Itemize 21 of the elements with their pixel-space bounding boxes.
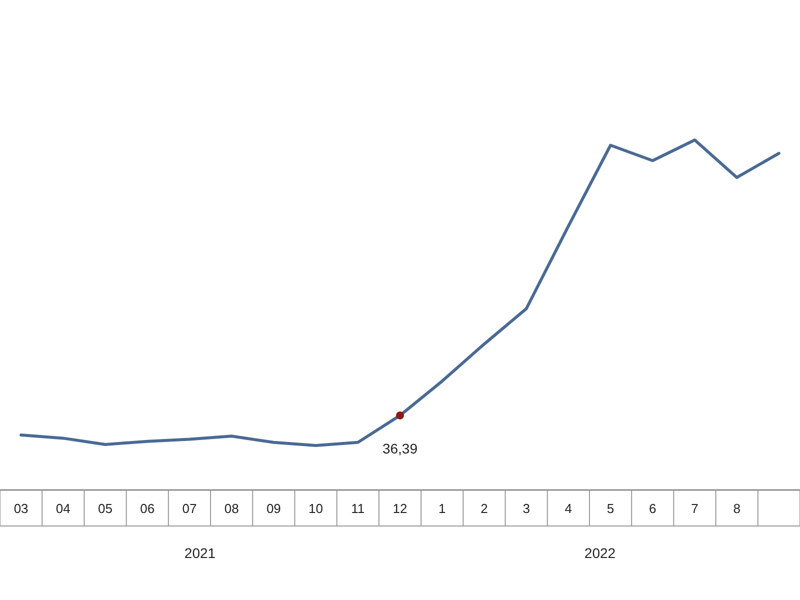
- x-tick-label: 11: [351, 501, 365, 516]
- x-tick-label: 10: [308, 501, 324, 516]
- x-tick-label: 3: [522, 501, 530, 516]
- annotation: 36,39: [382, 440, 418, 456]
- x-tick-label: 05: [98, 501, 112, 516]
- x-tick-label: 5: [606, 501, 614, 516]
- x-tick-label: 4: [564, 501, 572, 516]
- x-tick-label: 04: [56, 501, 70, 516]
- x-tick-label: 07: [182, 501, 197, 516]
- x-tick-label: 7: [691, 501, 698, 516]
- x-tick-label: 06: [140, 501, 155, 516]
- x-tick-label: 08: [224, 501, 239, 516]
- x-tick-label: 2: [480, 501, 488, 516]
- x-tick-label: 09: [266, 501, 281, 516]
- x-tick-label: 1: [438, 501, 446, 516]
- text: 2021: [184, 545, 216, 561]
- x-tick-label: 12: [392, 501, 408, 516]
- x-tick-label: 8: [733, 501, 740, 516]
- x-tick-label: 6: [649, 501, 656, 516]
- x-tick-label: 03: [14, 501, 28, 516]
- text: 2022: [584, 545, 616, 561]
